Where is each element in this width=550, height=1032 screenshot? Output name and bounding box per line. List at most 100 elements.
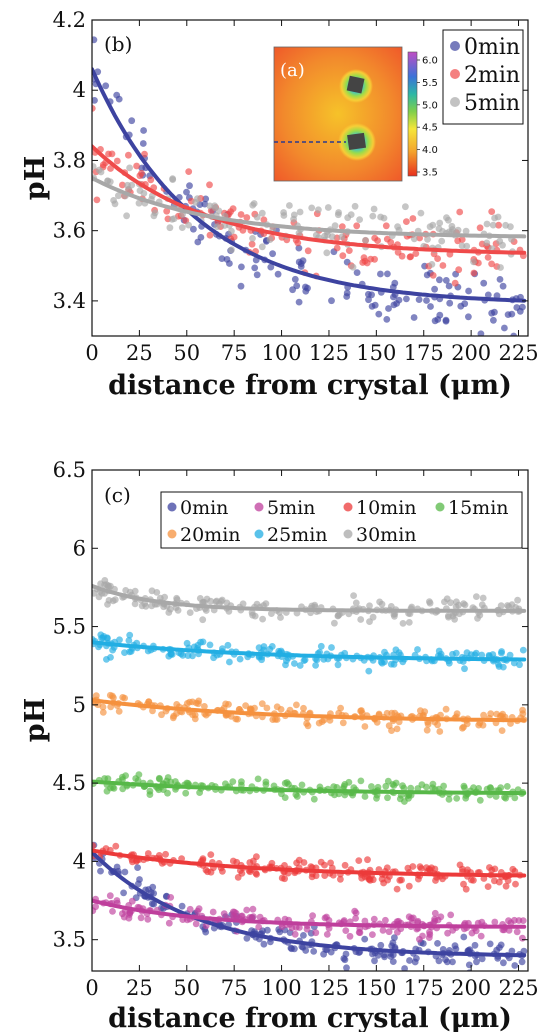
data-point [334, 211, 342, 219]
data-point [211, 202, 219, 210]
data-point [428, 864, 435, 872]
fit-line-25min [92, 640, 527, 662]
colorbar-ticks: 6.0 5.5 5.0 4.5 4.0 3.5 [417, 56, 438, 179]
data-point [250, 200, 258, 207]
data-point [484, 883, 492, 890]
data-point [510, 332, 518, 336]
data-point [409, 863, 417, 870]
data-point [351, 202, 359, 210]
data-point [147, 176, 155, 184]
data-point [440, 782, 447, 790]
data-point [290, 211, 298, 219]
x-tick-label: 225 [498, 341, 538, 365]
data-point [478, 601, 486, 609]
data-point [361, 723, 369, 730]
data-point [128, 897, 136, 905]
data-point [442, 317, 450, 325]
data-point [158, 711, 165, 719]
data-point [135, 199, 143, 207]
data-point [434, 316, 442, 323]
data-point [278, 923, 286, 931]
data-point [504, 311, 512, 318]
data-point [128, 117, 136, 125]
data-point [423, 297, 430, 304]
data-point [234, 715, 241, 723]
data-point [499, 282, 507, 290]
data-point [119, 181, 126, 189]
data-point [487, 784, 494, 792]
legend-label: 15min [448, 497, 509, 519]
data-point [384, 794, 391, 802]
data-point [442, 956, 449, 963]
fit-line-2min [92, 144, 527, 255]
data-point [400, 784, 408, 792]
colorbar [407, 51, 418, 177]
data-point [512, 880, 519, 888]
data-point [274, 270, 282, 278]
data-point [233, 858, 241, 866]
data-point [352, 915, 359, 922]
data-point [308, 204, 316, 212]
data-point [361, 793, 369, 800]
data-point [470, 269, 478, 277]
data-point [371, 957, 378, 965]
data-point [370, 205, 378, 213]
data-point [344, 214, 352, 222]
data-point [445, 796, 453, 803]
inset-heatmap [273, 46, 403, 182]
data-point [488, 208, 496, 216]
data-point [338, 233, 346, 241]
data-point [144, 915, 152, 923]
data-point [95, 643, 102, 651]
data-point [456, 208, 464, 216]
data-point [223, 256, 231, 263]
data-point [452, 649, 460, 657]
data-point [438, 237, 446, 245]
data-point [112, 842, 120, 850]
data-point [202, 195, 210, 203]
inset-label: (a) [280, 60, 305, 81]
legend-marker [167, 529, 177, 539]
data-point [345, 247, 353, 255]
data-point [166, 224, 174, 232]
legend-label: 30min [356, 524, 417, 546]
data-point [421, 708, 429, 715]
data-point [431, 285, 438, 293]
data-point [281, 915, 289, 923]
data-point [206, 202, 214, 210]
data-point [121, 649, 128, 656]
data-point [312, 662, 319, 669]
data-point [298, 781, 306, 789]
data-point [455, 601, 462, 609]
data-point [190, 225, 197, 233]
data-point [186, 905, 194, 913]
data-point [477, 330, 485, 336]
data-point [375, 310, 383, 318]
x-tick-label: 0 [85, 341, 98, 365]
data-point [291, 275, 299, 283]
data-point [476, 611, 484, 619]
data-point [384, 270, 391, 278]
data-point [323, 931, 331, 938]
data-point [443, 595, 451, 603]
data-point [480, 279, 488, 287]
data-point [303, 925, 311, 933]
data-point [449, 226, 456, 233]
data-point [149, 883, 157, 891]
data-point [513, 304, 521, 311]
data-point [115, 95, 123, 103]
data-point [338, 223, 346, 231]
y-tick-label: 3.4 [53, 289, 86, 313]
data-point [379, 927, 387, 934]
data-point [353, 269, 361, 276]
data-point [355, 857, 363, 864]
data-point [150, 890, 158, 897]
colorbar-tick-label: 5.5 [422, 78, 438, 89]
data-point [364, 856, 371, 864]
data-point [168, 651, 176, 658]
data-point [104, 601, 111, 608]
data-point [186, 609, 194, 616]
x-tick-label: 100 [262, 341, 302, 365]
data-point [384, 777, 392, 785]
data-point [346, 932, 354, 940]
